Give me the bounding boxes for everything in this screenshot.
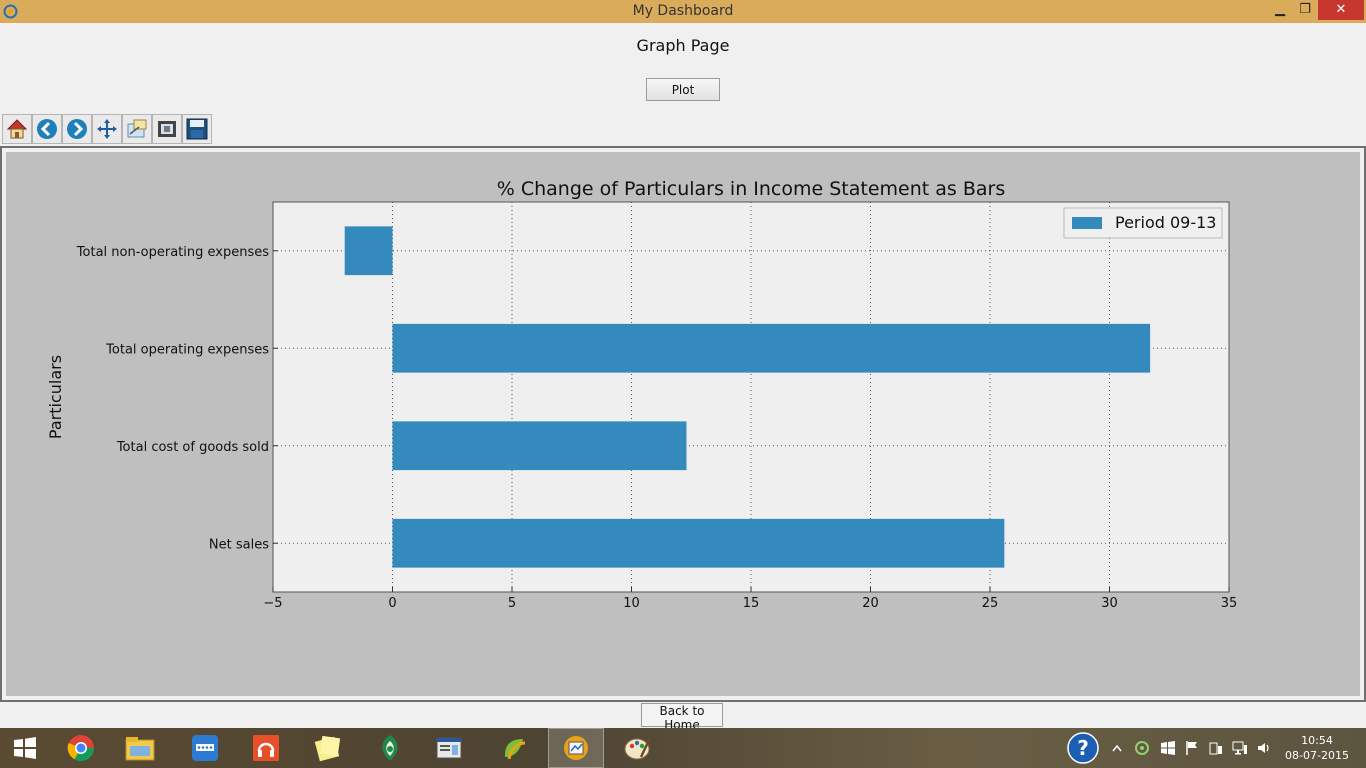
- bar: [392, 421, 687, 471]
- network-icon[interactable]: [1232, 740, 1248, 756]
- plot-toolbar: [2, 114, 212, 144]
- python-app-icon[interactable]: [486, 728, 542, 768]
- app-icon: [3, 4, 18, 19]
- legend-swatch: [1072, 217, 1102, 229]
- minimize-button[interactable]: ▁: [1275, 2, 1285, 17]
- system-tray: ?: [1066, 728, 1100, 768]
- pan-icon[interactable]: [92, 114, 122, 144]
- clock-time: 10:54: [1301, 734, 1333, 747]
- x-tick-label: 20: [862, 596, 879, 611]
- maximize-button[interactable]: ❐: [1299, 2, 1311, 17]
- y-tick-label: Net sales: [209, 537, 269, 552]
- bar: [392, 323, 1151, 373]
- windows-icon[interactable]: [1160, 740, 1176, 756]
- tray-app-icon[interactable]: [1134, 740, 1150, 756]
- devices-icon[interactable]: [1208, 740, 1224, 756]
- x-tick-label: 0: [388, 596, 396, 611]
- music-app-icon[interactable]: [238, 728, 294, 768]
- x-tick-label: 25: [982, 596, 999, 611]
- action-center-flag-icon[interactable]: [1184, 740, 1200, 756]
- document-app-icon[interactable]: [421, 728, 477, 768]
- dashboard-app-icon[interactable]: [548, 728, 604, 768]
- taskbar: ? 10:54 08-07-2015: [0, 728, 1366, 768]
- green-app-icon[interactable]: [362, 728, 418, 768]
- start-icon[interactable]: [0, 728, 50, 768]
- bar: [392, 518, 1005, 568]
- volume-icon[interactable]: [1256, 740, 1272, 756]
- back-arrow-icon[interactable]: [32, 114, 62, 144]
- bar-chart: Net sales Total cost of goods sold Total o…: [46, 178, 1238, 611]
- legend: Period 09-13: [1063, 207, 1223, 239]
- figure-canvas: Net sales Total cost of goods sold Total o…: [6, 152, 1360, 696]
- x-tick-label: 15: [743, 596, 760, 611]
- y-tick-label: Total non-operating expenses: [76, 245, 269, 260]
- show-hidden-icons-icon[interactable]: [1112, 744, 1122, 752]
- y-tick-label: Total operating expenses: [105, 342, 269, 357]
- x-tick-label: 30: [1101, 596, 1118, 611]
- x-tick-label: −5: [263, 596, 282, 611]
- help-icon[interactable]: ?: [1066, 731, 1100, 765]
- paint-icon[interactable]: [610, 728, 666, 768]
- file-explorer-icon[interactable]: [112, 728, 168, 768]
- clock[interactable]: 10:54 08-07-2015: [1282, 733, 1352, 763]
- plot-button[interactable]: Plot: [646, 78, 720, 101]
- subplots-config-icon[interactable]: [152, 114, 182, 144]
- y-tick-label: Total cost of goods sold: [116, 440, 269, 455]
- home-icon[interactable]: [2, 114, 32, 144]
- chart-title: % Change of Particulars in Income Statem…: [497, 178, 1005, 200]
- chrome-icon[interactable]: [53, 728, 109, 768]
- window-title-bar: My Dashboard ▁ ❐ ✕: [0, 0, 1366, 23]
- clock-date: 08-07-2015: [1285, 749, 1349, 762]
- bar: [344, 226, 393, 276]
- window-title: My Dashboard: [632, 3, 734, 19]
- close-button[interactable]: ✕: [1318, 0, 1364, 20]
- x-tick-label: 5: [508, 596, 516, 611]
- network-app-icon[interactable]: [177, 728, 233, 768]
- sticky-notes-icon[interactable]: [300, 728, 356, 768]
- zoom-icon[interactable]: [122, 114, 152, 144]
- legend-label: Period 09-13: [1115, 213, 1216, 232]
- x-tick-label: 35: [1221, 596, 1238, 611]
- x-tick-label: 10: [623, 596, 640, 611]
- save-icon[interactable]: [182, 114, 212, 144]
- y-axis-label: Particulars: [46, 355, 65, 439]
- back-to-home-button[interactable]: Back to Home: [641, 703, 723, 732]
- svg-text:?: ?: [1077, 736, 1089, 760]
- page-title: Graph Page: [636, 36, 730, 55]
- forward-arrow-icon[interactable]: [62, 114, 92, 144]
